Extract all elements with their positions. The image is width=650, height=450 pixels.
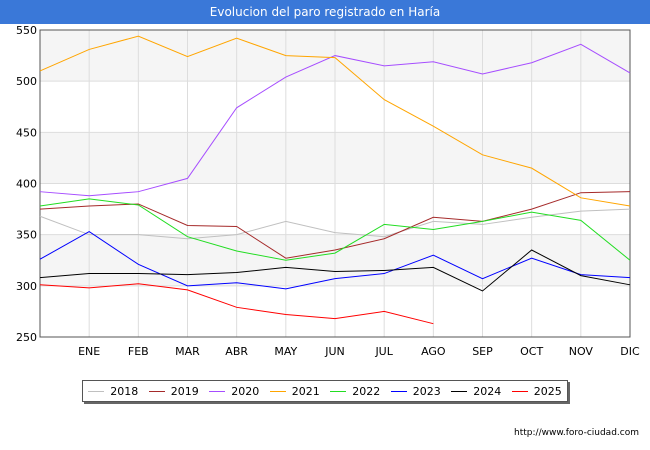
series-line-2020 bbox=[39, 43, 631, 197]
legend-swatch bbox=[269, 390, 286, 392]
series-line-2024 bbox=[39, 249, 631, 292]
legend-label: 2025 bbox=[533, 384, 562, 398]
x-tick-label: JUL bbox=[374, 345, 393, 358]
legend-label: 2018 bbox=[110, 384, 139, 398]
y-tick-label: 250 bbox=[16, 331, 37, 344]
legend-swatch bbox=[330, 390, 347, 392]
legend-label: 2023 bbox=[412, 384, 441, 398]
plot-frame bbox=[39, 29, 631, 338]
y-tick-label: 550 bbox=[16, 24, 37, 37]
y-tick-label: 350 bbox=[16, 229, 37, 242]
x-tick-label: JUN bbox=[324, 345, 345, 358]
legend-swatch bbox=[511, 390, 528, 392]
series-line-2019 bbox=[39, 191, 631, 259]
chart-title: Evolucion del paro registrado en Haría bbox=[0, 0, 650, 24]
y-tick-label: 300 bbox=[16, 280, 37, 293]
series-line-2018 bbox=[39, 208, 631, 240]
legend: 2018 2019 2020 2021 2022 2023 2024 2025 bbox=[82, 380, 568, 402]
legend-label: 2024 bbox=[473, 384, 502, 398]
x-tick-label: MAR bbox=[175, 345, 200, 358]
x-tick-label: ENE bbox=[78, 345, 100, 358]
legend-label: 2020 bbox=[231, 384, 260, 398]
legend-item-2018: 2018 bbox=[88, 385, 138, 398]
y-tick-label: 500 bbox=[16, 75, 37, 88]
legend-label: 2021 bbox=[291, 384, 320, 398]
y-tick-label: 450 bbox=[16, 126, 37, 139]
y-tick-label: 400 bbox=[16, 178, 37, 191]
legend-item-2024: 2024 bbox=[451, 385, 501, 398]
x-tick-label: AGO bbox=[421, 345, 446, 358]
legend-swatch bbox=[148, 390, 165, 392]
x-tick-label: MAY bbox=[274, 345, 297, 358]
chart-title-text: Evolucion del paro registrado en Haría bbox=[209, 5, 441, 19]
legend-item-2019: 2019 bbox=[148, 384, 199, 398]
legend-item-2021: 2021 bbox=[269, 384, 320, 398]
series-line-2022 bbox=[39, 198, 631, 261]
legend-label: 2019 bbox=[170, 384, 199, 398]
legend-label: 2022 bbox=[352, 384, 381, 398]
x-tick-label: DIC bbox=[620, 345, 640, 358]
x-tick-label: FEB bbox=[128, 345, 149, 358]
series-line-2023 bbox=[39, 231, 631, 290]
legend-item-2025: 2025 bbox=[511, 384, 562, 398]
legend-swatch bbox=[390, 390, 407, 392]
legend-item-2020: 2020 bbox=[209, 385, 259, 398]
legend-swatch bbox=[209, 390, 226, 392]
x-tick-label: SEP bbox=[472, 345, 493, 358]
series-line-2021 bbox=[39, 35, 631, 207]
x-tick-label: OCT bbox=[520, 345, 543, 358]
series-line-2025 bbox=[39, 283, 434, 325]
legend-item-2022: 2022 bbox=[330, 385, 380, 398]
legend-item-2023: 2023 bbox=[390, 384, 441, 398]
legend-swatch bbox=[88, 390, 105, 392]
x-tick-label: ABR bbox=[225, 345, 248, 358]
source-link[interactable]: http://www.foro-ciudad.com bbox=[514, 428, 639, 438]
legend-swatch bbox=[451, 390, 468, 392]
x-tick-label: NOV bbox=[569, 345, 594, 358]
